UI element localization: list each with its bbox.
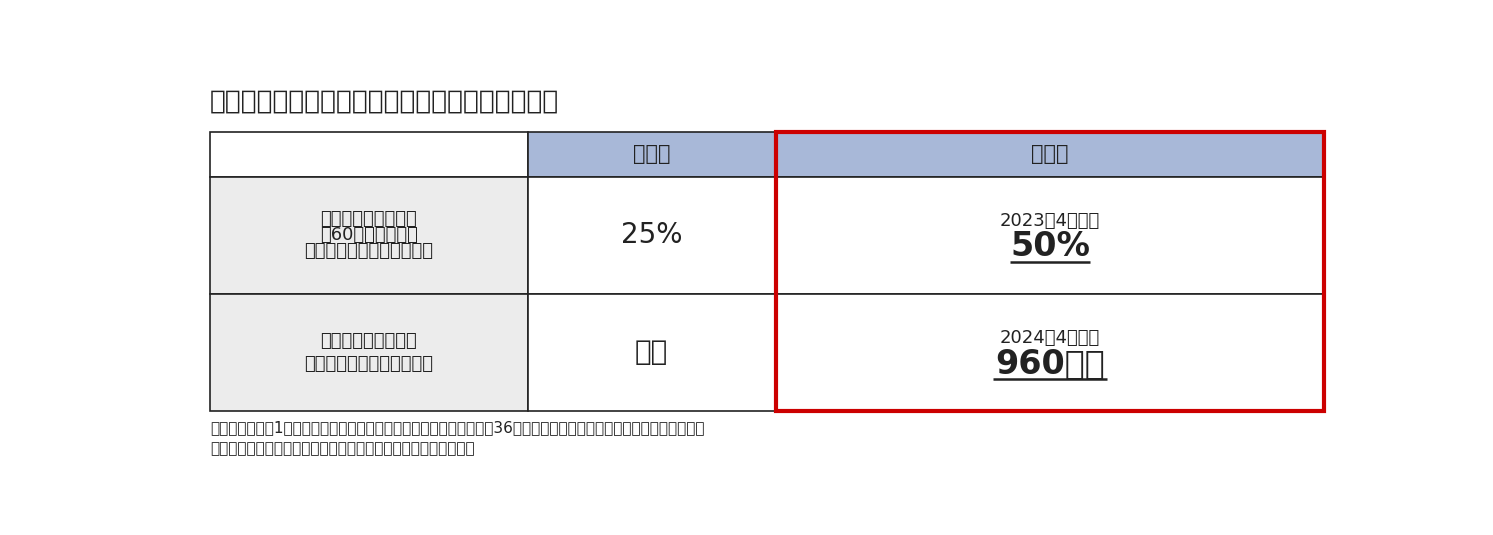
Text: 改正後: 改正後 <box>1032 144 1069 164</box>
Text: （資料）厚生労働省ホームページより、ニッセイ基礎研究所作成: （資料）厚生労働省ホームページより、ニッセイ基礎研究所作成 <box>211 441 475 456</box>
Bar <box>211 132 527 177</box>
Text: 年間時間外労働の上限規制: 年間時間外労働の上限規制 <box>305 355 433 373</box>
Text: 月60時間を超える: 月60時間を超える <box>320 226 418 244</box>
Text: 中小企業における、: 中小企業における、 <box>321 210 417 228</box>
Text: （注）改正後の1年間の時間外労働の上限は、休日労働を含まない、36協定の特別条項付き協定を締結した場合の時間: （注）改正後の1年間の時間外労働の上限は、休日労働を含まない、36協定の特別条項… <box>211 420 705 435</box>
Text: 改正前: 改正前 <box>633 144 670 164</box>
Bar <box>211 294 527 411</box>
Bar <box>527 294 776 411</box>
Bar <box>776 294 1324 411</box>
Text: 960時間: 960時間 <box>996 347 1105 380</box>
Bar <box>776 132 1324 177</box>
Text: 50%: 50% <box>1011 230 1090 263</box>
Bar <box>776 132 1324 411</box>
Text: 25%: 25% <box>621 221 682 249</box>
Bar <box>527 132 776 177</box>
Text: 自動車運転業務への: 自動車運転業務への <box>321 332 417 350</box>
Bar <box>776 177 1324 294</box>
Text: なし: なし <box>635 338 669 366</box>
Bar <box>527 177 776 294</box>
Text: 2023年4月から: 2023年4月から <box>1000 212 1100 230</box>
Bar <box>211 177 527 294</box>
Text: 時間外労働への割増賃金率: 時間外労働への割増賃金率 <box>305 242 433 261</box>
Text: 2024年4月から: 2024年4月から <box>1000 330 1100 347</box>
Text: ［図表１］物流業界への働き方改革関連法の影響: ［図表１］物流業界への働き方改革関連法の影響 <box>211 89 558 115</box>
